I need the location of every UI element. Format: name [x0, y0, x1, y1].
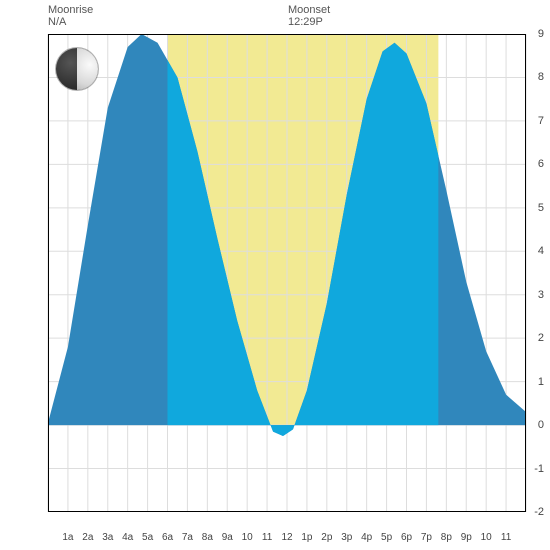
y-tick-label: 4 — [538, 245, 544, 257]
x-tick-label: 8a — [202, 532, 213, 543]
y-tick-label: 6 — [538, 158, 544, 170]
chart-header: Moonrise N/A Moonset 12:29P — [48, 4, 530, 34]
x-tick-label: 10 — [242, 532, 253, 543]
x-tick-label: 6p — [401, 532, 412, 543]
y-tick-label: 1 — [538, 376, 544, 388]
x-tick-label: 5p — [381, 532, 392, 543]
tide-chart — [10, 34, 540, 530]
x-tick-label: 3p — [341, 532, 352, 543]
x-tick-label: 2a — [82, 532, 93, 543]
x-tick-label: 3a — [102, 532, 113, 543]
y-tick-label: 0 — [538, 419, 544, 431]
moonset-label: Moonset — [288, 4, 330, 16]
moonrise-block: Moonrise N/A — [48, 4, 93, 28]
x-tick-label: 9a — [222, 532, 233, 543]
y-tick-label: 5 — [538, 202, 544, 214]
chart-svg — [10, 34, 540, 512]
y-axis: -2-10123456789 — [530, 34, 544, 528]
x-tick-label: 9p — [461, 532, 472, 543]
moon-phase-icon — [56, 48, 98, 90]
x-tick-label: 11 — [501, 532, 511, 543]
y-tick-label: 2 — [538, 332, 544, 344]
y-tick-label: 8 — [538, 71, 544, 83]
x-tick-label: 1p — [301, 532, 312, 543]
x-tick-label: 4a — [122, 532, 133, 543]
x-tick-label: 12 — [281, 532, 292, 543]
y-tick-label: 7 — [538, 115, 544, 127]
moonset-block: Moonset 12:29P — [288, 4, 330, 28]
x-tick-label: 11 — [262, 532, 272, 543]
y-tick-label: -2 — [534, 506, 544, 518]
x-tick-label: 7a — [182, 532, 193, 543]
moonrise-value: N/A — [48, 16, 93, 28]
x-tick-label: 2p — [321, 532, 332, 543]
moon-light-half — [77, 48, 98, 90]
x-tick-label: 5a — [142, 532, 153, 543]
y-tick-label: -1 — [534, 463, 544, 475]
moonset-value: 12:29P — [288, 16, 330, 28]
x-tick-label: 8p — [441, 532, 452, 543]
x-axis: 1a 2a 3a 4a 5a 6a 7a 8a 9a 10 11 12 1p 2p 3p 4p 5p 6p 7p 8p… — [48, 532, 526, 546]
moonrise-label: Moonrise — [48, 4, 93, 16]
y-tick-label: 3 — [538, 289, 544, 301]
x-tick-label: 7p — [421, 532, 432, 543]
x-tick-label: 6a — [162, 532, 173, 543]
y-tick-label: 9 — [538, 28, 544, 40]
x-tick-label: 1a — [62, 532, 73, 543]
x-tick-label: 4p — [361, 532, 372, 543]
x-tick-label: 10 — [481, 532, 492, 543]
